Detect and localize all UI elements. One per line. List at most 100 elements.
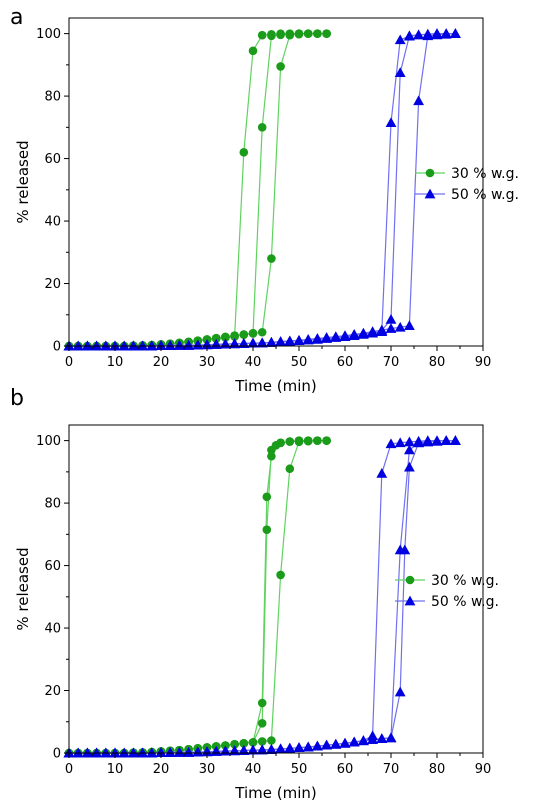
x-axis-title: Time (min) xyxy=(234,784,316,802)
data-point xyxy=(348,736,360,747)
series-line xyxy=(69,32,327,347)
x-tick-label: 30 xyxy=(199,355,216,370)
data-point xyxy=(183,339,194,350)
data-point xyxy=(385,314,397,324)
data-point xyxy=(294,437,304,447)
x-tick-label: 70 xyxy=(383,762,400,777)
legend-marker xyxy=(424,188,436,199)
data-point xyxy=(293,334,305,345)
data-point xyxy=(413,437,424,448)
y-tick-label: 100 xyxy=(36,27,61,42)
data-point xyxy=(303,436,313,446)
data-point xyxy=(257,698,267,708)
data-point xyxy=(276,438,285,448)
data-point xyxy=(257,737,267,746)
data-point xyxy=(385,117,397,127)
data-point xyxy=(376,324,388,335)
data-point xyxy=(440,435,452,445)
data-point xyxy=(174,339,185,350)
data-point xyxy=(431,29,443,40)
chart-panel-a: a 0 10 20 30 40 50 60 70 80 90 0 20 40 60 80 100 Time (mi… xyxy=(10,5,519,395)
data-point xyxy=(262,492,272,502)
x-tick-label: 30 xyxy=(199,762,216,777)
data-point xyxy=(404,444,415,455)
data-point xyxy=(385,732,397,743)
data-point xyxy=(146,340,158,351)
data-point xyxy=(303,29,313,38)
y-tick-label: 0 xyxy=(53,340,61,355)
series-line xyxy=(69,440,327,754)
data-point xyxy=(248,738,258,747)
data-point xyxy=(100,747,112,758)
data-point xyxy=(201,339,213,350)
series-green xyxy=(64,29,331,351)
series-line xyxy=(69,32,327,347)
data-point xyxy=(431,435,443,446)
data-point xyxy=(312,740,323,751)
data-point xyxy=(313,436,322,445)
x-tick-label: 40 xyxy=(245,762,262,777)
x-tick-label: 70 xyxy=(383,355,400,370)
data-point xyxy=(376,468,388,478)
series-blue xyxy=(63,28,461,351)
data-point xyxy=(358,735,369,746)
legend-label: 30 % w.g. xyxy=(451,166,519,182)
x-tick-label: 90 xyxy=(475,355,492,370)
data-point xyxy=(211,333,221,343)
data-point xyxy=(394,686,406,697)
data-point xyxy=(284,335,296,346)
x-tick-label: 10 xyxy=(107,355,124,370)
data-point xyxy=(322,29,331,38)
data-point xyxy=(230,331,239,340)
data-point xyxy=(257,123,267,132)
legend-marker xyxy=(404,595,416,606)
data-point xyxy=(174,746,185,757)
data-point xyxy=(257,327,267,337)
data-point xyxy=(312,333,323,343)
legend-label: 30 % w.g. xyxy=(431,573,499,589)
panel-label: a xyxy=(10,5,23,30)
y-tick-label: 80 xyxy=(44,90,61,105)
data-point xyxy=(376,733,388,743)
data-point xyxy=(248,328,258,338)
data-point xyxy=(394,321,406,332)
legend: 30 % w.g. 50 % w.g. xyxy=(415,166,519,203)
y-tick-label: 40 xyxy=(44,622,61,637)
plot-frame xyxy=(68,424,484,754)
data-point xyxy=(109,340,121,351)
panel-label: b xyxy=(10,386,24,411)
data-point xyxy=(422,436,434,447)
data-point xyxy=(239,739,249,748)
data-point xyxy=(248,46,258,56)
data-point xyxy=(284,742,296,753)
y-axis-title: % released xyxy=(14,140,32,223)
data-point xyxy=(313,29,322,38)
data-point xyxy=(404,461,415,472)
x-tick-label: 0 xyxy=(65,355,73,370)
data-point xyxy=(321,739,332,750)
data-point xyxy=(440,28,452,39)
data-point xyxy=(118,747,130,758)
data-point xyxy=(91,340,102,351)
data-point xyxy=(257,30,267,40)
data-point xyxy=(285,464,295,474)
data-point xyxy=(267,451,276,461)
data-point xyxy=(221,332,230,342)
data-point xyxy=(256,337,268,348)
x-tick-label: 20 xyxy=(153,762,170,777)
data-point xyxy=(82,340,93,351)
x-tick-label: 90 xyxy=(475,762,492,777)
data-point xyxy=(118,340,130,351)
data-point xyxy=(155,340,167,351)
data-point xyxy=(276,570,285,580)
data-point xyxy=(146,747,158,758)
data-point xyxy=(266,744,277,754)
x-tick-label: 60 xyxy=(337,355,354,370)
x-axis-title: Time (min) xyxy=(234,377,316,395)
y-tick-label: 60 xyxy=(44,152,61,167)
data-point xyxy=(367,734,378,744)
y-tick-label: 40 xyxy=(44,215,61,230)
data-point xyxy=(394,437,406,448)
data-point xyxy=(109,747,121,758)
data-point xyxy=(385,438,397,449)
